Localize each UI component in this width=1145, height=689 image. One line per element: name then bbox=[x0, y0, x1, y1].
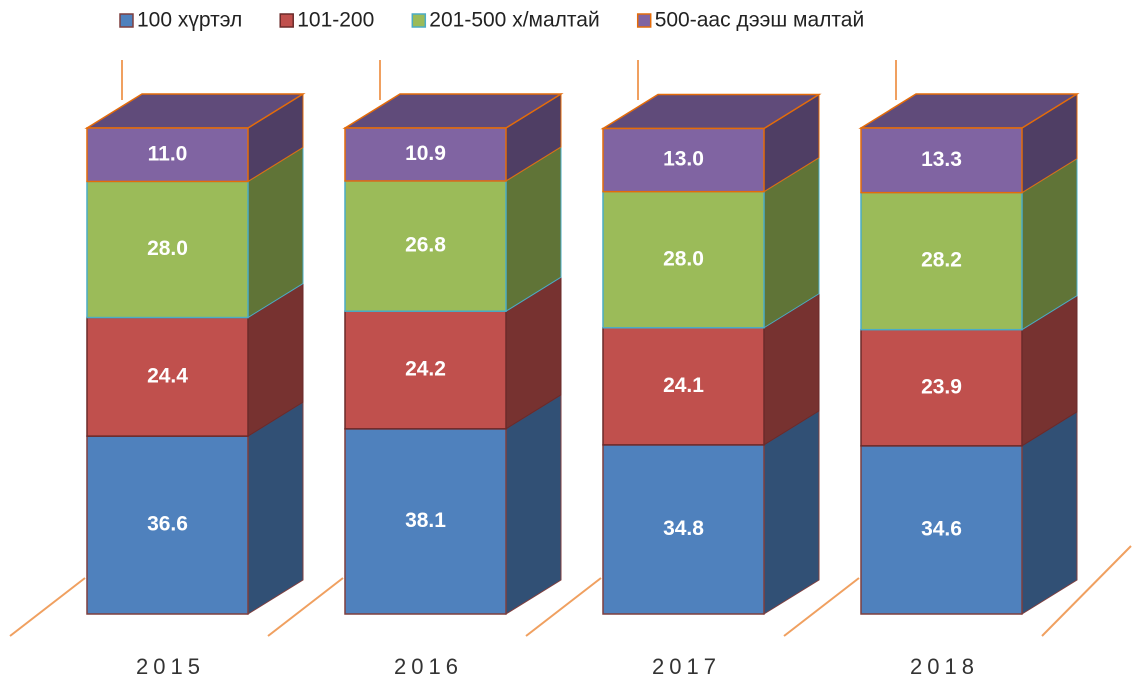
bar-side bbox=[763, 409, 820, 615]
legend-swatch bbox=[411, 13, 427, 28]
data-label: 34.6 bbox=[921, 517, 962, 540]
bar bbox=[86, 316, 249, 437]
floor-edge bbox=[1041, 545, 1132, 637]
bar bbox=[860, 328, 1023, 447]
data-label: 24.4 bbox=[147, 364, 188, 387]
bar-side bbox=[247, 401, 304, 615]
data-label: 38.1 bbox=[405, 509, 446, 532]
x-tick-label: 2017 bbox=[652, 654, 721, 679]
bar bbox=[344, 310, 507, 430]
data-label: 24.2 bbox=[405, 358, 446, 381]
data-label: 28.0 bbox=[147, 237, 188, 260]
floor-edge bbox=[9, 577, 86, 637]
data-label: 11.0 bbox=[148, 142, 188, 165]
legend-label: 101-200 bbox=[297, 9, 374, 32]
bar bbox=[860, 127, 1023, 194]
legend-label: 100 хүртэл bbox=[137, 9, 242, 32]
data-label: 24.1 bbox=[663, 374, 704, 397]
data-label: 26.8 bbox=[405, 234, 446, 257]
data-label: 28.0 bbox=[663, 247, 704, 270]
bar bbox=[344, 428, 507, 615]
data-label: 34.8 bbox=[663, 517, 704, 540]
bar bbox=[86, 435, 249, 615]
legend-swatch bbox=[119, 13, 134, 28]
x-tick-label: 2015 bbox=[136, 654, 205, 679]
bar bbox=[86, 127, 249, 183]
bar-side bbox=[1021, 410, 1078, 615]
data-label: 28.2 bbox=[921, 249, 962, 272]
bar bbox=[602, 444, 765, 615]
legend-swatch bbox=[279, 13, 294, 28]
bar bbox=[344, 180, 507, 312]
bar bbox=[344, 127, 507, 182]
bar bbox=[860, 445, 1023, 615]
floor-edge bbox=[267, 577, 344, 637]
floor-edge bbox=[525, 577, 602, 637]
floor-edge bbox=[783, 577, 860, 637]
data-label: 36.6 bbox=[147, 513, 188, 536]
bar-side bbox=[505, 393, 562, 615]
data-label: 13.0 bbox=[663, 148, 704, 171]
x-tick-label: 2016 bbox=[394, 654, 463, 679]
bar bbox=[602, 190, 765, 329]
bar bbox=[602, 127, 765, 193]
legend-label: 201-500 х/малтай bbox=[429, 9, 599, 32]
bar bbox=[86, 180, 249, 319]
data-label: 10.9 bbox=[405, 142, 446, 165]
bar bbox=[602, 326, 765, 446]
data-label: 13.3 bbox=[921, 148, 962, 171]
data-label: 23.9 bbox=[921, 375, 962, 398]
legend-swatch bbox=[636, 13, 652, 28]
x-tick-label: 2018 bbox=[910, 654, 979, 679]
legend-label: 500-аас дээш малтай bbox=[655, 9, 865, 32]
bar bbox=[860, 191, 1023, 331]
